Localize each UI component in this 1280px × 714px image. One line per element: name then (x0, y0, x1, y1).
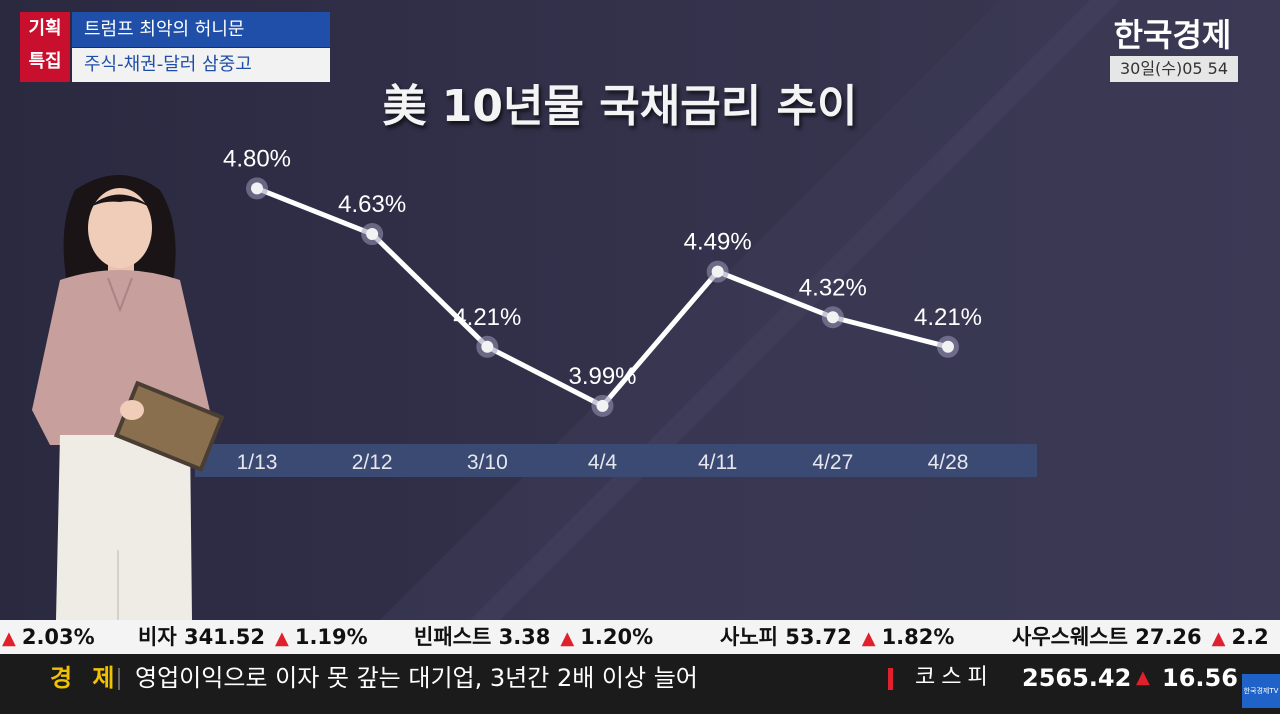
data-label: 4.21% (453, 304, 521, 331)
channel-logo: 한국경제TV (1242, 674, 1280, 708)
stock-ticker: ▲ 2.03% 비자 341.52 ▲ 1.19% 빈패스트 3.38 ▲ 1.20% 사… (0, 620, 1280, 654)
topic-subtitle: 주식-채권-달러 삼중고 (72, 48, 330, 82)
data-label: 4.32% (799, 274, 867, 301)
topic-title: 트럼프 최악의 허니문 (72, 12, 330, 47)
broadcast-datetime: 30일(수)05 54 (1110, 56, 1238, 82)
data-point (481, 340, 494, 353)
ticker-price: 27.26 (1135, 625, 1202, 649)
data-label: 4.21% (914, 304, 982, 331)
x-tick-label: 4/28 (928, 451, 969, 474)
news-bar: 경 제 영업이익으로 이자 못 갚는 대기업, 3년간 2배 이상 늘어 코스피… (0, 654, 1280, 714)
up-arrow-icon: ▲ (861, 628, 876, 649)
x-tick-label: 4/27 (812, 451, 853, 474)
ticker-change: 1.82% (881, 625, 955, 649)
ticker-item: 빈패스트 3.38 ▲ 1.20% (414, 620, 653, 654)
up-arrow-icon: ▲ (2, 628, 16, 649)
ticker-price: 341.52 (183, 625, 265, 649)
ticker-item: 사우스웨스트 27.26 ▲ 2.2 (1012, 620, 1269, 654)
ticker-item: 비자 341.52 ▲ 1.19% (138, 620, 368, 654)
badge-line-1: 기획 (28, 18, 62, 39)
broadcaster-logo: 한국경제 (1113, 16, 1232, 54)
news-headline: 영업이익으로 이자 못 갚는 대기업, 3년간 2배 이상 늘어 (135, 664, 698, 692)
index-label: 코스피 (915, 665, 994, 690)
x-tick-label: 2/12 (352, 451, 393, 474)
ticker-name: 사노피 (720, 625, 778, 649)
ticker-change: 1.19% (294, 625, 368, 649)
news-category: 경 제 (50, 664, 121, 692)
ticker-change: 2.03% (21, 625, 95, 649)
data-label: 4.49% (684, 229, 752, 256)
data-point (942, 340, 954, 353)
index-marker (888, 668, 893, 690)
special-report-badge: 기획 특집 (20, 12, 70, 82)
data-label: 4.63% (338, 191, 406, 218)
data-point (596, 399, 609, 412)
up-arrow-icon: ▲ (1136, 667, 1150, 688)
ticker-name: 사우스웨스트 (1012, 625, 1128, 649)
data-point (826, 311, 839, 324)
news-divider (118, 668, 120, 690)
up-arrow-icon: ▲ (1211, 628, 1226, 649)
presenter-figure (32, 175, 225, 620)
data-point (251, 182, 263, 195)
x-tick-label: 1/13 (237, 451, 278, 474)
ticker-price: 3.38 (498, 625, 551, 649)
x-tick-label: 4/11 (698, 451, 737, 474)
index-change: 16.56 (1162, 664, 1238, 692)
yield-line-chart: 4.80% 1/13 4.63% 2/12 4.21% 3/10 3.99% 4/4 4.49%… (195, 145, 1037, 477)
ticker-name: 비자 (138, 625, 177, 649)
badge-line-2: 특집 (28, 51, 62, 72)
ticker-price: 53.72 (785, 625, 852, 649)
chart-title: 美 10년물 국채금리 추이 (382, 81, 858, 132)
ticker-change: 2.2 (1231, 625, 1269, 649)
ticker-item: 사노피 53.72 ▲ 1.82% (720, 620, 954, 654)
broadcast-stage: 기획 특집 트럼프 최악의 허니문 주식-채권-달러 삼중고 한국경제 30일(… (0, 0, 1280, 620)
data-point (711, 265, 724, 278)
x-tick-label: 4/4 (588, 451, 618, 474)
data-label: 4.80% (223, 145, 291, 172)
data-point (366, 228, 379, 241)
up-arrow-icon: ▲ (560, 628, 575, 649)
x-tick-label: 3/10 (467, 451, 508, 474)
ticker-change: 1.20% (580, 625, 654, 649)
x-axis-band (195, 444, 1037, 477)
up-arrow-icon: ▲ (275, 628, 289, 649)
data-label: 3.99% (568, 363, 636, 390)
ticker-item: ▲ 2.03% (2, 620, 95, 654)
ticker-name: 빈패스트 (414, 625, 492, 649)
index-value: 2565.42 (1022, 664, 1132, 692)
